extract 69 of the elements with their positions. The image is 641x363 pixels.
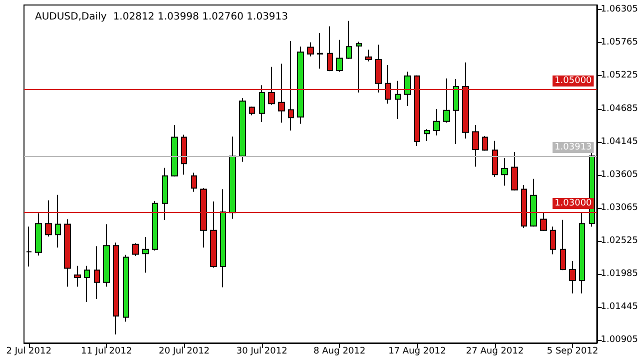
x-tick-label: 30 Jul 2012 [236, 346, 288, 356]
candlestick [162, 167, 168, 220]
candlestick [365, 49, 372, 62]
candlestick [550, 226, 556, 255]
x-tick-label: 20 Jul 2012 [158, 346, 210, 356]
candlestick [404, 71, 411, 107]
candlestick [297, 46, 304, 124]
candlestick [482, 136, 488, 152]
candlestick [181, 134, 187, 176]
candlestick [171, 124, 178, 177]
candlestick [327, 26, 333, 72]
x-tick-label: 8 Aug 2012 [314, 346, 366, 356]
y-tick-label: 1.04145 [600, 136, 638, 147]
candlestick [336, 39, 343, 72]
candlestick [443, 78, 450, 124]
y-tick-label: 1.04685 [600, 104, 638, 114]
candlestick [317, 32, 323, 70]
candlestick [424, 128, 430, 142]
candlestick [356, 41, 362, 94]
candlestick [113, 242, 119, 335]
candlestick [132, 242, 139, 257]
y-tick-label: 1.00905 [600, 335, 638, 346]
x-tick-label: 17 Aug 2012 [388, 346, 446, 356]
candlestick [103, 224, 110, 288]
y-tick-label: 1.03065 [600, 202, 638, 213]
ref-line-label: 1.03913 [554, 142, 592, 153]
candlestick [26, 226, 32, 267]
candlestick [220, 188, 226, 288]
text: AUDUSD,Daily 1.02812 1.03998 1.02760 1.03913 [35, 12, 288, 22]
candlestick [249, 106, 255, 116]
candlestick [123, 254, 129, 322]
y-tick-label: 1.01985 [600, 269, 638, 280]
y-tick-label: 1.05225 [600, 70, 638, 81]
candlestick [191, 172, 197, 192]
x-tick-label: 2 Jul 2012 [6, 346, 52, 356]
candlestick [472, 124, 479, 168]
candlestick [511, 151, 518, 192]
candlestick [64, 218, 71, 288]
x-tick-label: 27 Aug 2012 [466, 346, 524, 356]
candlestick [307, 42, 314, 57]
candlestick [395, 80, 401, 120]
candlestick [35, 212, 42, 256]
candlestick [346, 20, 352, 60]
candlestick [229, 136, 236, 220]
x-tick-label: 11 Jul 2012 [81, 346, 132, 356]
candlestick [239, 98, 246, 162]
candlestick [259, 84, 265, 122]
y-tick-label: 1.01445 [600, 302, 638, 312]
ref-line-label: 1.03000 [554, 198, 592, 208]
candlestick [530, 178, 537, 228]
candlestick [55, 194, 61, 248]
x-tick-label: 5 Sep 2012 [546, 346, 598, 356]
candlestick [74, 265, 81, 288]
candlestick [433, 108, 440, 136]
y-tick-label: 1.02525 [600, 236, 638, 246]
candlestick [142, 236, 149, 274]
y-tick-label: 1.06305 [600, 4, 638, 15]
candlestick [152, 200, 158, 252]
candlestick [84, 265, 90, 302]
candlestick [569, 260, 576, 294]
y-tick-label: 1.05765 [600, 38, 638, 48]
candlestick [579, 212, 585, 294]
ref-line-label: 1.05000 [554, 76, 592, 86]
candlestick [492, 140, 498, 178]
y-tick-label: 1.03605 [600, 170, 638, 180]
candlestick [453, 78, 459, 144]
candlestick [94, 246, 100, 300]
candlestick [560, 219, 566, 271]
candlestick [501, 158, 508, 186]
